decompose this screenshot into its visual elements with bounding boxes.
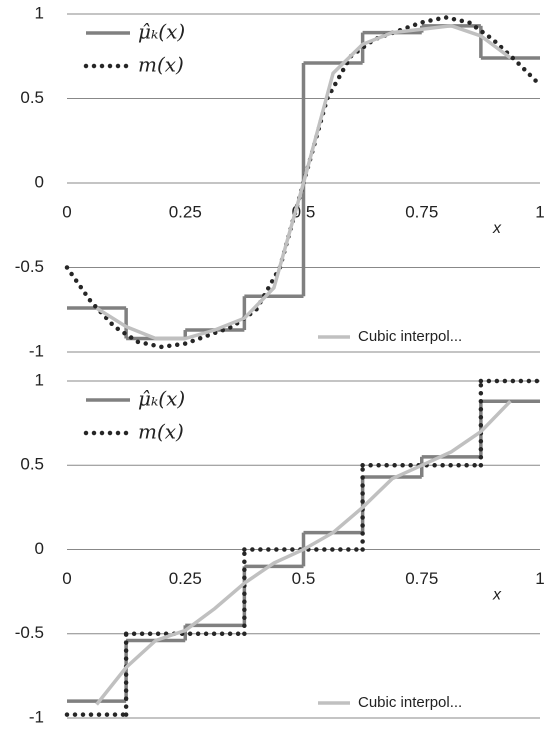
y-tick-label: 0	[35, 539, 44, 558]
x-tick-label: 0.5	[292, 569, 316, 588]
legend-label: Cubic interpol...	[358, 694, 462, 711]
legend-label: m(x)	[138, 420, 184, 444]
y-tick-label: -0.5	[15, 623, 44, 642]
x-tick-label: 0.75	[405, 569, 438, 588]
chart-panel: -1 -0.5 0 0.5 1 0 0.25 0.5 0.75 1 x μ̂ₖ(x) m(x) Cubic…	[15, 370, 545, 726]
y-tick-label: -1	[29, 341, 44, 360]
y-tick-label: -1	[29, 707, 44, 726]
x-tick-label: 1	[535, 569, 544, 588]
x-tick-label: 0.75	[405, 202, 438, 221]
x-axis-title: x	[492, 220, 502, 237]
x-tick-label: 1	[535, 202, 544, 221]
y-tick-label: 1	[35, 370, 44, 389]
y-tick-label: -0.5	[15, 257, 44, 276]
series-line	[95, 24, 512, 341]
chart-panel: -1-0.500.510 0.25 0.5 0.75 1xμ̂ₖ(x)m(x)Cubic…	[15, 3, 545, 360]
y-tick-label: 0.5	[20, 455, 44, 474]
x-tick-label: 0.25	[169, 569, 202, 588]
x-tick-label: 0.25	[169, 202, 202, 221]
legend-label: Cubic interpol...	[358, 328, 462, 345]
x-tick-label: 0	[62, 202, 71, 221]
y-tick-label: 0	[35, 172, 44, 191]
series-line	[95, 399, 512, 706]
legend-label: μ̂ₖ(x)	[138, 387, 185, 411]
x-tick-label: 0	[62, 569, 71, 588]
legend-label: μ̂ₖ(x)	[138, 20, 185, 44]
y-tick-label: 0.5	[20, 88, 44, 107]
legend-label: m(x)	[138, 53, 184, 77]
x-axis-title: x	[492, 587, 502, 604]
y-tick-label: 1	[35, 3, 44, 22]
